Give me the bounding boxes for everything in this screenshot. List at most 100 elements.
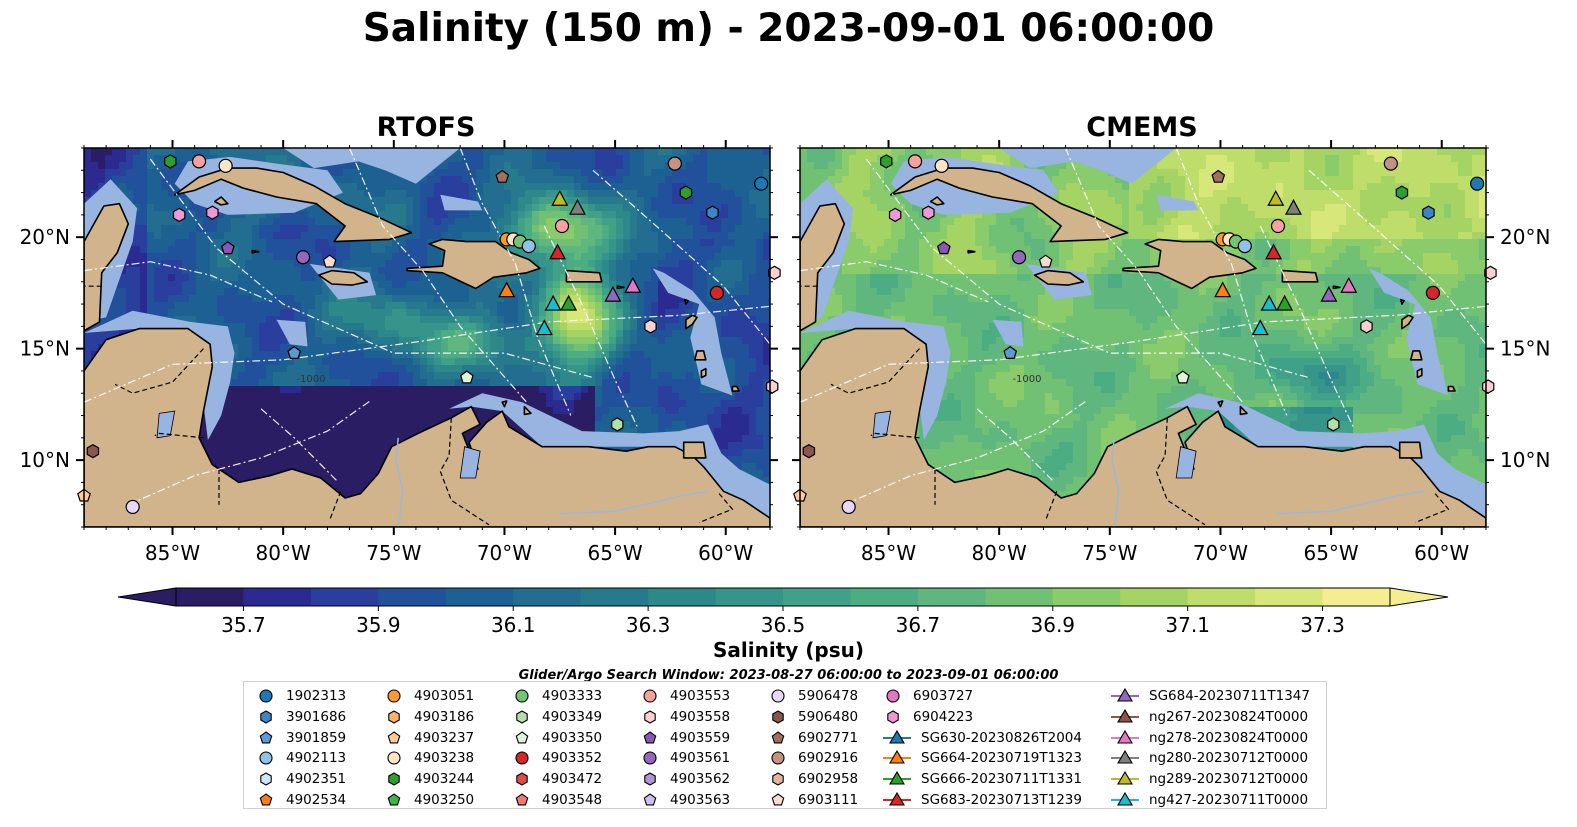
legend-label: ng278-20230824T0000 [1149, 729, 1309, 746]
legend-item: ng278-20230824T0000 [1109, 728, 1308, 748]
lon-tick-label: 65°W [1303, 541, 1358, 565]
legend-label: 4902351 [286, 771, 347, 788]
land-mass [406, 238, 541, 290]
legend-label: 4903553 [670, 688, 731, 704]
glider-ng280-20230712T0000 [568, 198, 586, 215]
lake-nicaragua [156, 410, 176, 439]
lon-tick-label: 80°W [256, 541, 311, 565]
legend-marker-icon [883, 771, 911, 785]
country-border [870, 432, 920, 439]
country-border [830, 348, 920, 394]
legend-item: SG664-20230719T1323 [881, 748, 1082, 768]
argo-float-5906478 [125, 499, 140, 515]
argo-float-4903553 [191, 154, 207, 169]
argo-float-4903558 [768, 265, 781, 280]
legend-item: SG683-20230713T1239 [881, 790, 1082, 810]
country-border [439, 417, 490, 526]
eez-boundary [1175, 148, 1288, 416]
axis-ticks [76, 140, 778, 535]
argo-float-6902916 [1383, 156, 1398, 171]
argo-float-4903350 [459, 370, 474, 384]
panel-title-rtofs: RTOFS [376, 112, 476, 143]
land-mass [523, 405, 532, 416]
country-border [698, 493, 734, 524]
colorbar: 35.7 35.9 36.1 36.3 36.5 36.7 36.9 37.1 37.3 [117, 587, 1449, 637]
eez-boundary [800, 305, 1486, 403]
legend-label: 4903244 [414, 771, 475, 788]
legend-item: 6903111 [766, 790, 858, 810]
contour-label: -1000 [296, 374, 325, 385]
country-border [1155, 417, 1206, 526]
argo-float-4903244 [880, 154, 893, 169]
eez-boundary [348, 148, 528, 403]
argo-float-4903559 [220, 241, 235, 255]
land-mass [1398, 441, 1423, 459]
land-mass [251, 249, 260, 254]
legend-item: 4903553 [638, 686, 730, 706]
legend-label: ng289-20230712T0000 [1149, 771, 1309, 788]
colorbar-bin [1187, 588, 1256, 606]
legend-marker-icon [771, 793, 785, 806]
argo-float-5906478 [841, 499, 856, 515]
legend: 1902313 3901686 3901859 4902113 4902351 49025… [243, 681, 1327, 809]
legend-label: ng280-20230712T0000 [1149, 750, 1309, 767]
map-frame [83, 147, 771, 528]
land-mass [889, 167, 1129, 243]
lon-tick-label: 60°W [698, 541, 753, 565]
legend-label: 6902771 [798, 729, 859, 746]
shallow-shelf [1165, 393, 1486, 519]
legend-label: SG666-20230711T1331 [921, 771, 1082, 788]
lat-tick-label: 20°N [20, 225, 70, 249]
shallow-shelf [283, 148, 461, 184]
colorbar-bin [243, 588, 312, 606]
legend-item: 4903472 [510, 769, 602, 789]
argo-float-4903559 [936, 241, 951, 255]
land-mass [1410, 350, 1423, 361]
argo-float-5906480 [86, 444, 100, 459]
land-mass [213, 196, 229, 206]
argo-float-4903558 [765, 379, 779, 394]
land-mass [1447, 385, 1456, 392]
argo-float-4903558 [1484, 265, 1497, 280]
legend-item: ng289-20230712T0000 [1109, 769, 1308, 789]
legend-marker-icon [260, 710, 272, 724]
colorbar-bin [783, 588, 851, 606]
legend-item: 6902958 [766, 769, 858, 789]
shallow-shelf [276, 319, 308, 347]
eez-boundary [976, 408, 1055, 483]
lon-tick-label: 80°W [972, 541, 1027, 565]
legend-marker-icon [643, 793, 657, 806]
colorbar-tick-label: 36.9 [1031, 613, 1076, 637]
land-mass [1281, 269, 1319, 283]
colorbar-bin [378, 588, 447, 606]
eez-boundary [459, 148, 572, 416]
legend-item: 3901859 [254, 728, 346, 748]
land-mass [84, 327, 770, 527]
eez-boundary [128, 399, 373, 506]
colorbar-bin [1322, 588, 1391, 606]
legend-label: 4903352 [542, 750, 603, 767]
glider-ng427-20230711T0000 [544, 294, 562, 311]
legend-label: 4903350 [542, 729, 603, 746]
legend-item: 1902313 [254, 686, 346, 706]
colorbar-bin [310, 588, 379, 606]
colorbar-bin [985, 588, 1054, 606]
land-mass [1400, 298, 1405, 305]
land-mass [1401, 314, 1414, 330]
legend-item: ng427-20230711T0000 [1109, 790, 1308, 810]
glider-SG666-20230711T1331 [1276, 294, 1294, 311]
legend-label: ng427-20230711T0000 [1149, 792, 1309, 808]
legend-label: 4903558 [670, 708, 731, 725]
legend-item: 6902916 [766, 748, 858, 768]
legend-marker-icon [1111, 729, 1139, 744]
argo-float-4903561 [1011, 250, 1027, 265]
colorbar-bin [850, 588, 919, 606]
argo-float-4903352 [1425, 285, 1440, 301]
legend-item: 5906478 [766, 686, 858, 706]
argo-float-6904223 [206, 205, 219, 220]
land-mass [1239, 405, 1248, 416]
shallow-shelf [999, 148, 1177, 184]
land-mass [173, 167, 413, 243]
legend-item: 4903548 [510, 790, 602, 810]
